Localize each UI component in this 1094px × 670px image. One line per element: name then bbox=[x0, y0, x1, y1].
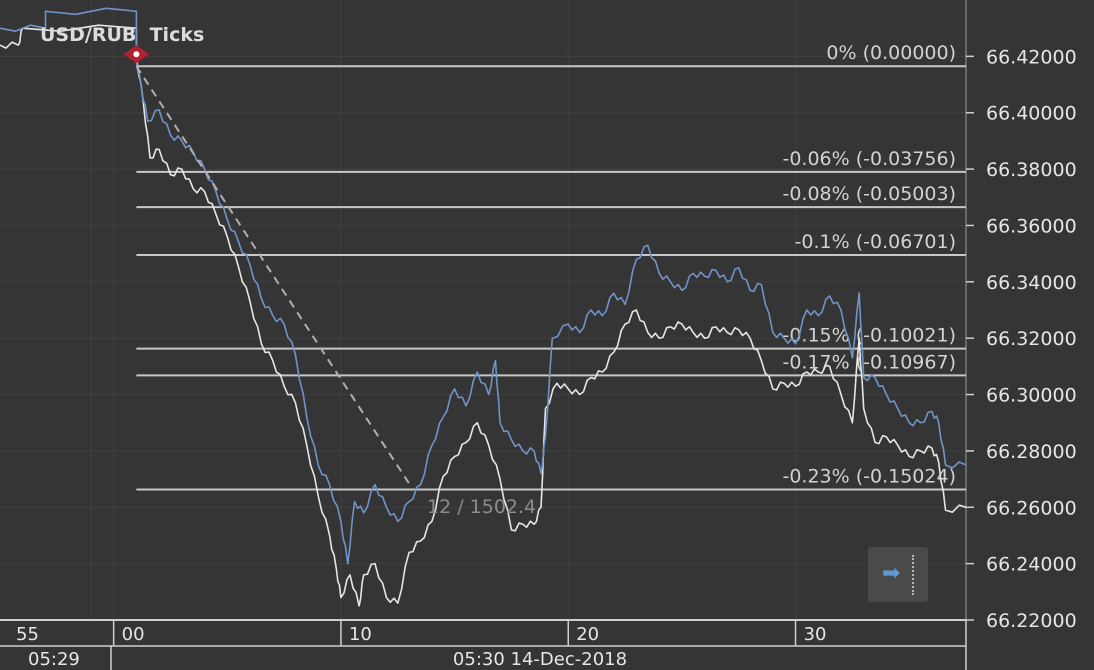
fib-label-5: -0.17% (-0.10967) bbox=[782, 351, 956, 373]
x-tick-label-3: 20 bbox=[576, 624, 599, 645]
x-tick-label-1: 00 bbox=[122, 624, 145, 645]
y-axis-ticks: 66.42000 66.40000 66.38000 66.36000 66.34000… bbox=[966, 46, 1077, 632]
y-tick-label-5: 66.32000 bbox=[986, 328, 1077, 350]
fib-label-1: -0.06% (-0.03756) bbox=[782, 148, 956, 170]
fib-label-4: -0.15% (-0.10021) bbox=[782, 325, 956, 347]
fib-levels: 0% (0.00000) -0.06% (-0.03756) -0.08% (-0.… bbox=[136, 42, 966, 491]
y-tick-label-0: 66.42000 bbox=[986, 46, 1077, 68]
y-tick-label-2: 66.38000 bbox=[986, 159, 1077, 181]
y-tick-label-8: 66.26000 bbox=[986, 497, 1077, 519]
y-axis-panel bbox=[966, 0, 1094, 670]
measure-label: 12 / 1502.4 bbox=[427, 496, 536, 518]
fib-label-0: 0% (0.00000) bbox=[826, 42, 956, 64]
y-tick-label-9: 66.24000 bbox=[986, 554, 1077, 576]
time-left-label: 05:29 bbox=[28, 649, 80, 670]
time-center-label: 05:30 14-Dec-2018 bbox=[453, 649, 627, 670]
scroll-to-end-button[interactable]: ➡ bbox=[868, 547, 928, 602]
x-axis-panel bbox=[0, 620, 966, 670]
y-tick-label-10: 66.22000 bbox=[986, 610, 1077, 632]
arrow-right-icon: ➡ bbox=[882, 561, 901, 586]
x-axis-ticks: 55 00 10 20 30 bbox=[16, 620, 826, 646]
series-line-0 bbox=[0, 7, 967, 565]
marker-dot bbox=[133, 51, 140, 58]
y-tick-label-7: 66.28000 bbox=[986, 441, 1077, 463]
x-tick-label-4: 30 bbox=[804, 624, 827, 645]
fib-label-3: -0.1% (-0.06701) bbox=[795, 231, 956, 253]
fib-label-6: -0.23% (-0.15024) bbox=[782, 466, 956, 488]
fib-label-2: -0.08% (-0.05003) bbox=[782, 183, 956, 205]
entry-marker[interactable] bbox=[123, 45, 150, 64]
y-tick-label-6: 66.30000 bbox=[986, 385, 1077, 407]
chart-title: USD/RUB Ticks bbox=[40, 24, 204, 46]
y-tick-label-3: 66.36000 bbox=[986, 215, 1077, 237]
drag-handle-icon bbox=[912, 555, 916, 595]
x-tick-label-2: 10 bbox=[349, 624, 372, 645]
series-group bbox=[0, 7, 967, 607]
y-tick-label-1: 66.40000 bbox=[986, 103, 1077, 125]
y-tick-label-4: 66.34000 bbox=[986, 272, 1077, 294]
x-tick-label-0: 55 bbox=[16, 624, 39, 645]
series-line-1 bbox=[0, 24, 967, 607]
